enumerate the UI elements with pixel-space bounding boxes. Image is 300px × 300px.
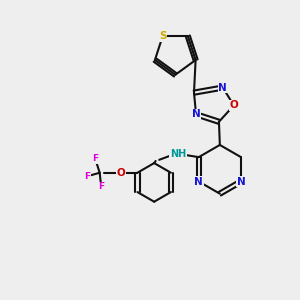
Text: O: O bbox=[117, 168, 125, 178]
Text: N: N bbox=[192, 109, 200, 119]
Text: N: N bbox=[218, 82, 227, 93]
Text: F: F bbox=[98, 182, 104, 191]
Text: S: S bbox=[159, 31, 166, 41]
Text: F: F bbox=[92, 154, 98, 163]
Text: N: N bbox=[194, 176, 203, 187]
Text: NH: NH bbox=[170, 148, 186, 159]
Text: F: F bbox=[84, 172, 90, 181]
Text: N: N bbox=[237, 176, 245, 187]
Text: O: O bbox=[230, 100, 238, 110]
